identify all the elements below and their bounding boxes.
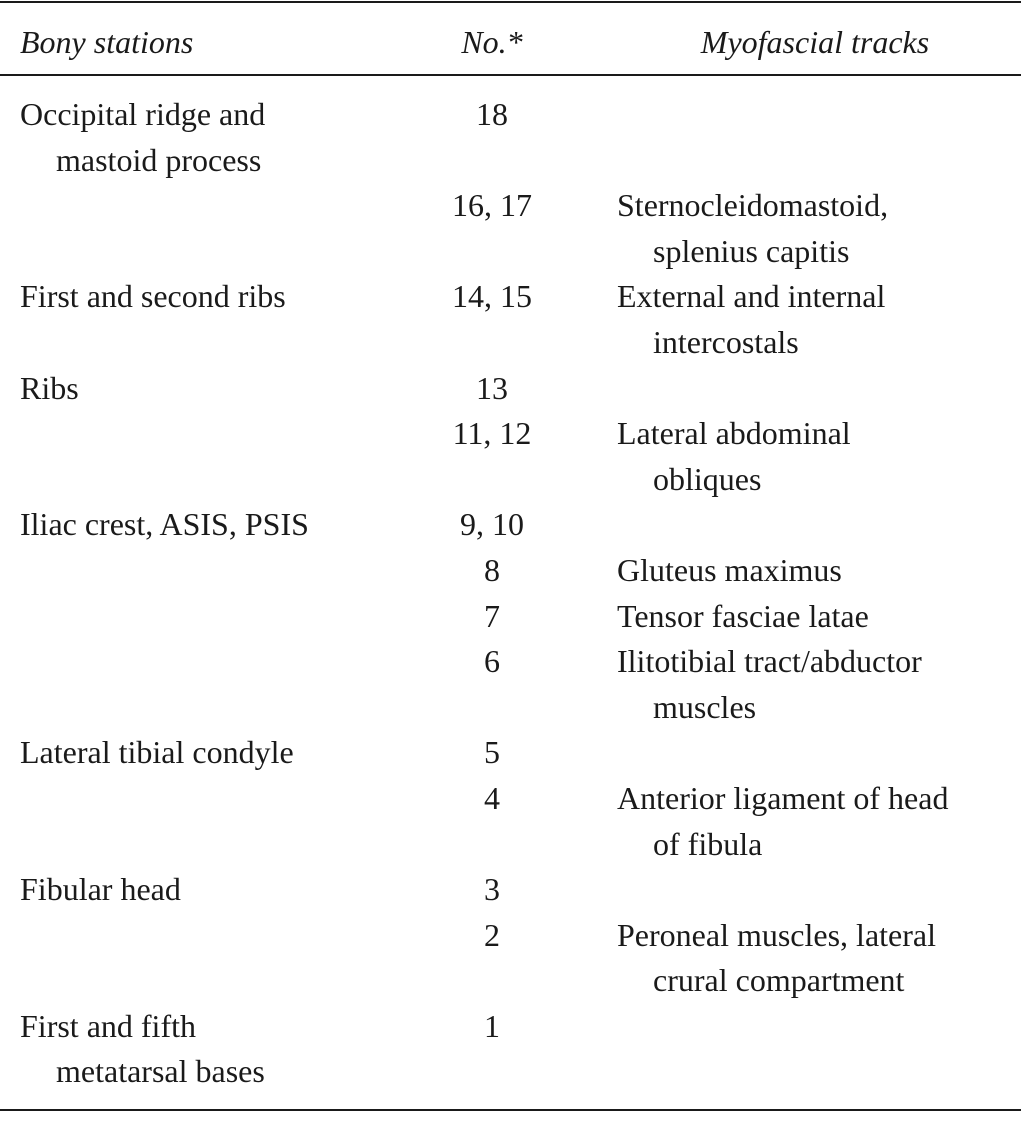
table-row: Occipital ridge and mastoid process 18 bbox=[0, 92, 1021, 183]
table-row: 4 Anterior ligament of head of fibula bbox=[0, 776, 1021, 867]
cell-myofascial-track: Sternocleidomastoid, splenius capitis bbox=[617, 187, 889, 269]
cell-bony-station: Occipital ridge and mastoid process bbox=[20, 96, 266, 178]
table-row: 7 Tensor fasciae latae bbox=[0, 594, 1021, 640]
cell-number: 14, 15 bbox=[452, 278, 532, 315]
table-row: First and second ribs 14, 15 External and … bbox=[0, 274, 1021, 365]
cell-number: 8 bbox=[484, 551, 500, 588]
cell-bony-station bbox=[20, 776, 420, 867]
cell-bony-station: Iliac crest, ASIS, PSIS bbox=[20, 506, 309, 543]
table-row: Iliac crest, ASIS, PSIS 9, 10 bbox=[0, 502, 1021, 548]
cell-myofascial-track: Gluteus maximus bbox=[617, 551, 842, 588]
header-number: No.* bbox=[461, 24, 523, 60]
header-myofascial-tracks: Myofascial tracks bbox=[700, 24, 930, 60]
cell-myofascial-track bbox=[617, 502, 1021, 548]
cell-bony-station bbox=[20, 411, 420, 502]
table-row: 16, 17 Sternocleidomastoid, splenius capi… bbox=[0, 183, 1021, 274]
table-row: 2 Peroneal muscles, lateral crural compar… bbox=[0, 913, 1021, 1004]
cell-myofascial-track: External and internal intercostals bbox=[617, 278, 886, 360]
cell-bony-station bbox=[20, 639, 420, 730]
cell-number: 3 bbox=[484, 871, 500, 908]
cell-myofascial-track bbox=[617, 867, 1021, 913]
cell-bony-station bbox=[20, 913, 420, 1004]
cell-bony-station bbox=[20, 183, 420, 274]
table-header: Bony stations No.* Myofascial tracks bbox=[0, 20, 1021, 65]
cell-myofascial-track: Tensor fasciae latae bbox=[617, 597, 869, 634]
cell-bony-station: Fibular head bbox=[20, 871, 181, 908]
cell-bony-station: First and second ribs bbox=[20, 278, 286, 315]
table-row: Ribs 13 bbox=[0, 366, 1021, 412]
table-row: Fibular head 3 bbox=[0, 867, 1021, 913]
cell-number: 1 bbox=[484, 1007, 500, 1044]
cell-myofascial-track bbox=[617, 1004, 1021, 1095]
cell-myofascial-track: Lateral abdominal obliques bbox=[617, 415, 851, 497]
cell-number: 6 bbox=[484, 643, 500, 680]
header-bony-stations: Bony stations bbox=[20, 24, 194, 60]
cell-number: 13 bbox=[476, 369, 508, 406]
cell-myofascial-track: Ilitotibial tract/abductor muscles bbox=[617, 643, 922, 725]
cell-number: 7 bbox=[484, 597, 500, 634]
cell-bony-station: Lateral tibial condyle bbox=[20, 734, 294, 771]
cell-myofascial-track bbox=[617, 92, 1021, 183]
cell-myofascial-track bbox=[617, 366, 1021, 412]
table-body: Occipital ridge and mastoid process 18 16,… bbox=[0, 92, 1021, 1095]
cell-bony-station: First and fifth metatarsal bases bbox=[20, 1007, 265, 1090]
cell-number: 16, 17 bbox=[452, 187, 532, 224]
table-top-rule bbox=[0, 1, 1021, 3]
table-row: 8 Gluteus maximus bbox=[0, 548, 1021, 594]
cell-number: 2 bbox=[484, 916, 500, 953]
cell-bony-station: Ribs bbox=[20, 369, 79, 406]
cell-number: 5 bbox=[484, 734, 500, 771]
table-bottom-rule bbox=[0, 1109, 1021, 1111]
table-row: First and fifth metatarsal bases 1 bbox=[0, 1004, 1021, 1095]
table-row: Lateral tibial condyle 5 bbox=[0, 730, 1021, 776]
table-row: 11, 12 Lateral abdominal obliques bbox=[0, 411, 1021, 502]
cell-myofascial-track bbox=[617, 730, 1021, 776]
cell-number: 18 bbox=[476, 96, 508, 132]
table-row: 6 Ilitotibial tract/abductor muscles bbox=[0, 639, 1021, 730]
cell-bony-station bbox=[20, 548, 420, 594]
table-header-rule bbox=[0, 74, 1021, 76]
cell-number: 4 bbox=[484, 779, 500, 816]
cell-myofascial-track: Peroneal muscles, lateral crural compart… bbox=[617, 916, 936, 999]
cell-bony-station bbox=[20, 594, 420, 640]
cell-myofascial-track: Anterior ligament of head of fibula bbox=[617, 779, 949, 862]
cell-number: 11, 12 bbox=[452, 415, 532, 452]
cell-number: 9, 10 bbox=[460, 506, 524, 543]
